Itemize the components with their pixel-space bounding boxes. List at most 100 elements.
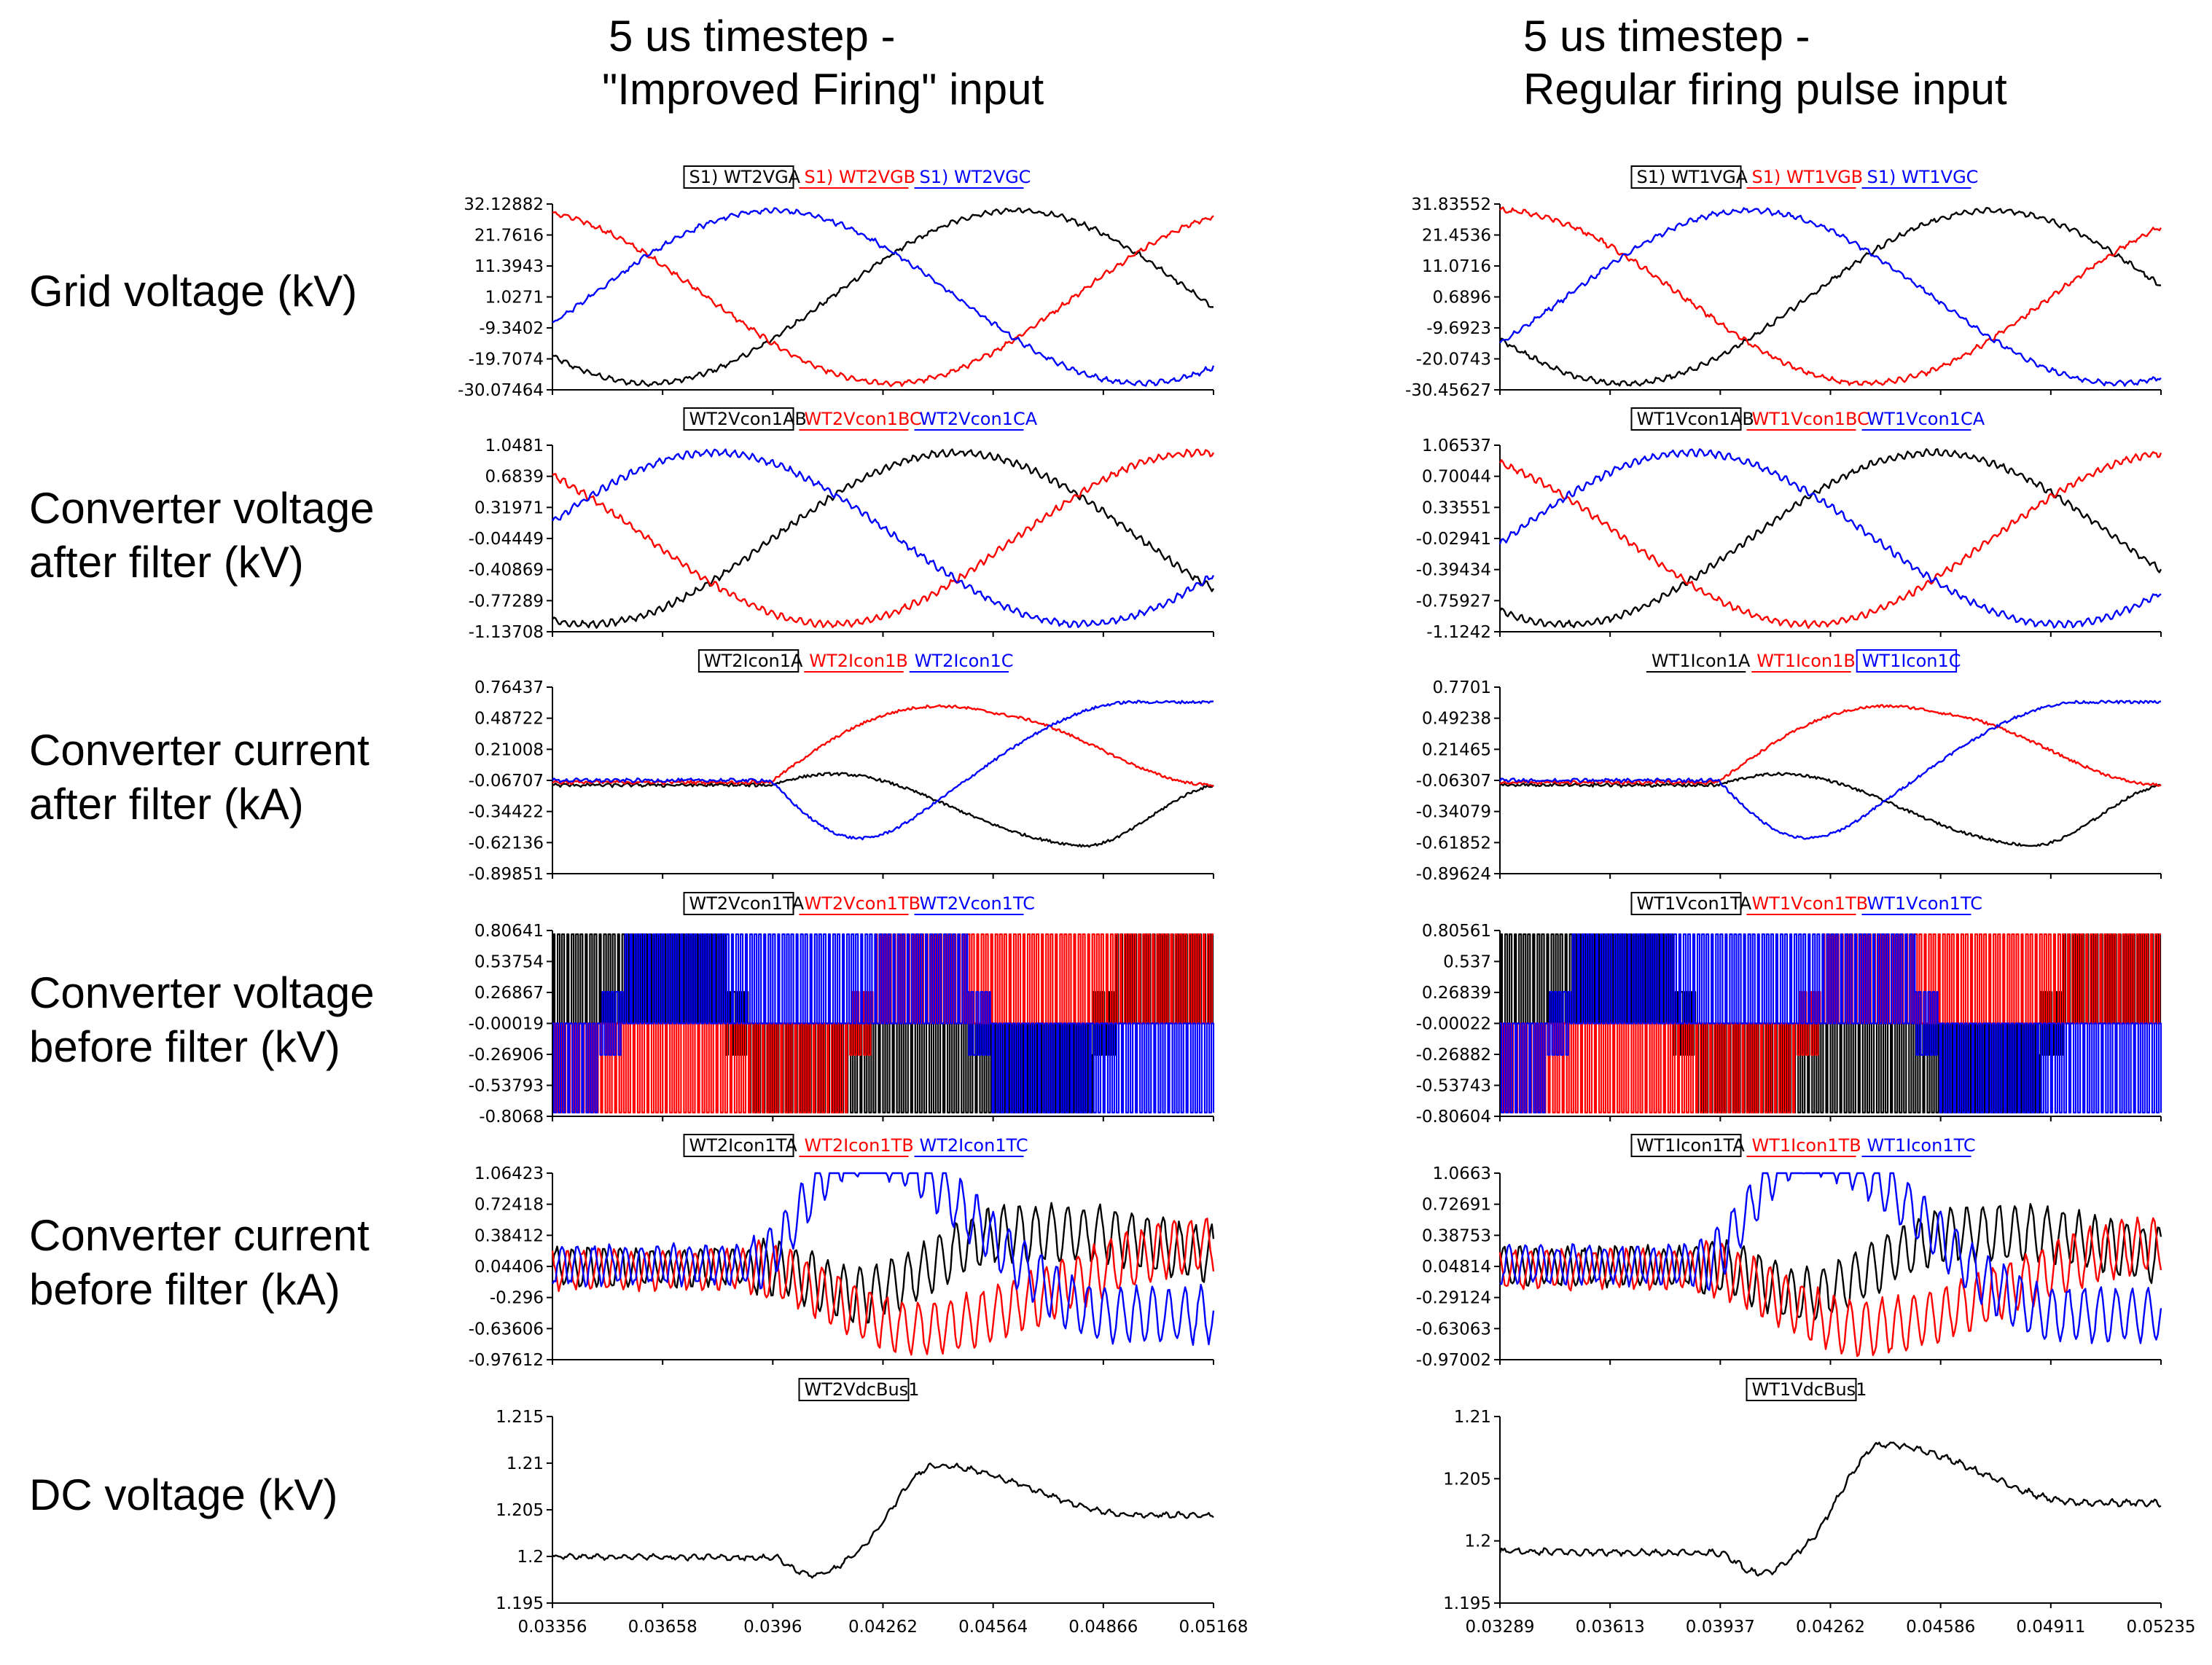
y-tick-label: 0.80561	[1422, 922, 1491, 941]
legend-entry: WT2Vcon1TC	[920, 893, 1035, 914]
x-tick-label: 0.04262	[1796, 1618, 1865, 1637]
y-tick-label: 1.2	[1464, 1532, 1491, 1551]
legend-entry: WT2Icon1C	[915, 651, 1014, 671]
y-tick-label: 1.0271	[485, 289, 544, 307]
x-tick-label: 0.04262	[848, 1618, 918, 1637]
legend-entry: WT1Icon1A	[1652, 651, 1751, 671]
series-line-wt2vdcbus1	[552, 1462, 1214, 1579]
y-tick-label: 0.21465	[1422, 740, 1491, 759]
y-tick-label: 1.21	[1454, 1408, 1491, 1427]
x-tick-label: 0.0396	[743, 1618, 802, 1637]
y-tick-label: 0.04814	[1422, 1258, 1491, 1277]
y-tick-label: -9.3402	[479, 319, 544, 338]
y-tick-label: 0.21008	[474, 740, 544, 759]
series-line-wt1vcon1ca	[1498, 448, 2162, 629]
legend-entry: WT1VdcBus1	[1752, 1379, 1867, 1400]
y-tick-label: 0.48722	[474, 710, 544, 729]
series-line-wt2icon1c	[552, 700, 1214, 841]
series-line-wt1vdcbus1	[1498, 1441, 2162, 1577]
y-tick-label: 0.70044	[1422, 468, 1491, 487]
legend-box	[683, 165, 794, 189]
x-tick-label: 0.03937	[1686, 1618, 1755, 1637]
y-tick-label: -0.89624	[1416, 865, 1491, 884]
series-line-s1-wt2vgb	[552, 211, 1214, 388]
y-tick-label: -0.40869	[469, 561, 544, 580]
series-line-wt2icon1a	[552, 772, 1214, 848]
col-title-right-line1: 5 us timestep -	[1523, 12, 1810, 60]
legend-entry: WT1Vcon1BC	[1752, 409, 1869, 429]
series-line-wt1icon1a	[1499, 772, 2162, 847]
legend-box	[697, 649, 800, 673]
panel-c0-r2: 0.76437 0.48722 0.21008 -0.06707 -0.34422 -0.…	[469, 649, 1214, 884]
legend-box	[1630, 892, 1742, 915]
y-tick-label: -0.89851	[469, 865, 544, 884]
y-tick-label: -30.45627	[1405, 381, 1491, 400]
row-label-conv-voltage-after-2: after filter (kV)	[29, 538, 304, 587]
y-tick-label: 0.38753	[1422, 1226, 1491, 1245]
x-tick-label: 0.04564	[958, 1618, 1028, 1637]
legend-entry: WT2Icon1B	[809, 651, 908, 671]
y-tick-label: 0.6896	[1433, 289, 1491, 307]
row-label-conv-current-before-2: before filter (kA)	[29, 1265, 340, 1314]
y-tick-label: -20.0743	[1416, 350, 1491, 369]
legend-entry: WT1Vcon1TC	[1867, 893, 1982, 914]
y-tick-label: -0.53793	[469, 1077, 544, 1096]
panel-c0-r4: 1.06423 0.72418 0.38412 0.04406 -0.296 -0.636…	[469, 1134, 1215, 1370]
legend-entry: WT2Vcon1CA	[920, 409, 1038, 429]
series-line-s1-wt2vgc	[552, 207, 1215, 387]
legend-entry: WT1Vcon1AB	[1637, 409, 1754, 429]
y-tick-label: 1.0481	[485, 436, 544, 455]
panel-c0-r0: 32.12882 21.7616 11.3943 1.0271 -9.3402 -19.7…	[458, 165, 1215, 400]
legend-entry: WT1Vcon1TB	[1752, 893, 1869, 914]
series-line-wt2icon1tc	[551, 1172, 1215, 1347]
legend-entry: WT1Icon1C	[1862, 651, 1961, 671]
y-tick-label: 32.12882	[464, 195, 544, 214]
y-tick-label: -0.26882	[1416, 1046, 1491, 1065]
y-tick-label: -0.97612	[469, 1351, 544, 1370]
y-tick-label: -30.07464	[458, 381, 544, 400]
series-line-wt1vcon1tc	[1499, 933, 2162, 1114]
panel-c1-r1: 1.06537 0.70044 0.33551 -0.02941 -0.39434 -0.…	[1416, 407, 2162, 642]
x-tick-label: 0.05168	[1179, 1618, 1248, 1637]
legend-entry: WT2Vcon1BC	[805, 409, 922, 429]
legend-entry: WT1Icon1TC	[1867, 1135, 1976, 1156]
y-tick-label: 1.205	[496, 1501, 544, 1520]
panel-c1-r5: 1.21 1.205 1.2 1.195 WT1VdcBus1	[1443, 1378, 2162, 1613]
y-tick-label: -0.61852	[1416, 834, 1491, 853]
legend-box	[1856, 649, 1958, 673]
legend-entry: WT2VdcBus1	[805, 1379, 920, 1400]
legend-entry: S1) WT2VGC	[920, 167, 1031, 187]
row-label-conv-current-after-2: after filter (kA)	[29, 780, 304, 828]
series-line-wt2icon1b	[552, 704, 1214, 787]
x-tick-label: 0.05235	[2126, 1618, 2195, 1637]
y-tick-label: -0.00022	[1416, 1015, 1491, 1034]
legend-entry: WT2Vcon1TA	[689, 893, 805, 914]
legend-entry: WT2Icon1A	[704, 651, 803, 671]
series-line-wt1icon1b	[1499, 704, 2162, 787]
y-tick-label: 0.80641	[474, 922, 544, 941]
y-tick-label: -0.02941	[1416, 530, 1491, 549]
y-tick-label: 0.33551	[1422, 498, 1491, 517]
y-tick-label: 0.53754	[474, 953, 544, 972]
x-tick-label: 0.04866	[1068, 1618, 1138, 1637]
legend-entry: WT1Vcon1CA	[1867, 409, 1985, 429]
y-tick-label: 0.04406	[474, 1258, 544, 1277]
series-line-s1-wt2vga	[552, 207, 1214, 388]
y-tick-label: -0.80604	[1416, 1108, 1491, 1127]
x-tick-label: 0.03613	[1576, 1618, 1645, 1637]
y-tick-label: -0.06707	[469, 772, 544, 791]
y-tick-label: 21.4536	[1422, 227, 1491, 246]
y-tick-label: 21.7616	[474, 227, 544, 246]
series-line-wt2vcon1ca	[551, 448, 1215, 628]
panel-c0-r1: 1.0481 0.6839 0.31971 -0.04449 -0.40869 -0.77…	[469, 407, 1215, 642]
y-tick-label: 0.76437	[474, 678, 544, 697]
panel-c1-r0: 31.83552 21.4536 11.0716 0.6896 -9.6923 -20.0…	[1405, 165, 2162, 400]
y-tick-label: -0.63606	[469, 1320, 544, 1339]
plots-layer: 32.12882 21.7616 11.3943 1.0271 -9.3402 -19.7…	[458, 165, 2196, 1637]
row-label-conv-current-after-1: Converter current	[29, 726, 370, 775]
y-tick-label: -0.29124	[1416, 1289, 1491, 1308]
series-line-s1-wt1vgc	[1499, 207, 2162, 387]
series-line-wt1icon1c	[1498, 700, 2162, 840]
y-tick-label: -0.34079	[1416, 803, 1491, 822]
legend-box	[1630, 165, 1742, 189]
